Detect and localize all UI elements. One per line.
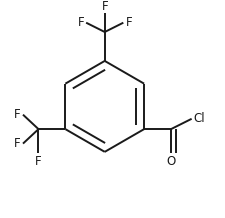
- Text: Cl: Cl: [193, 112, 205, 125]
- Text: F: F: [101, 0, 108, 13]
- Text: F: F: [125, 16, 131, 29]
- Text: F: F: [35, 155, 42, 168]
- Text: O: O: [166, 155, 175, 168]
- Text: F: F: [14, 137, 21, 150]
- Text: F: F: [77, 16, 84, 29]
- Text: F: F: [14, 108, 21, 121]
